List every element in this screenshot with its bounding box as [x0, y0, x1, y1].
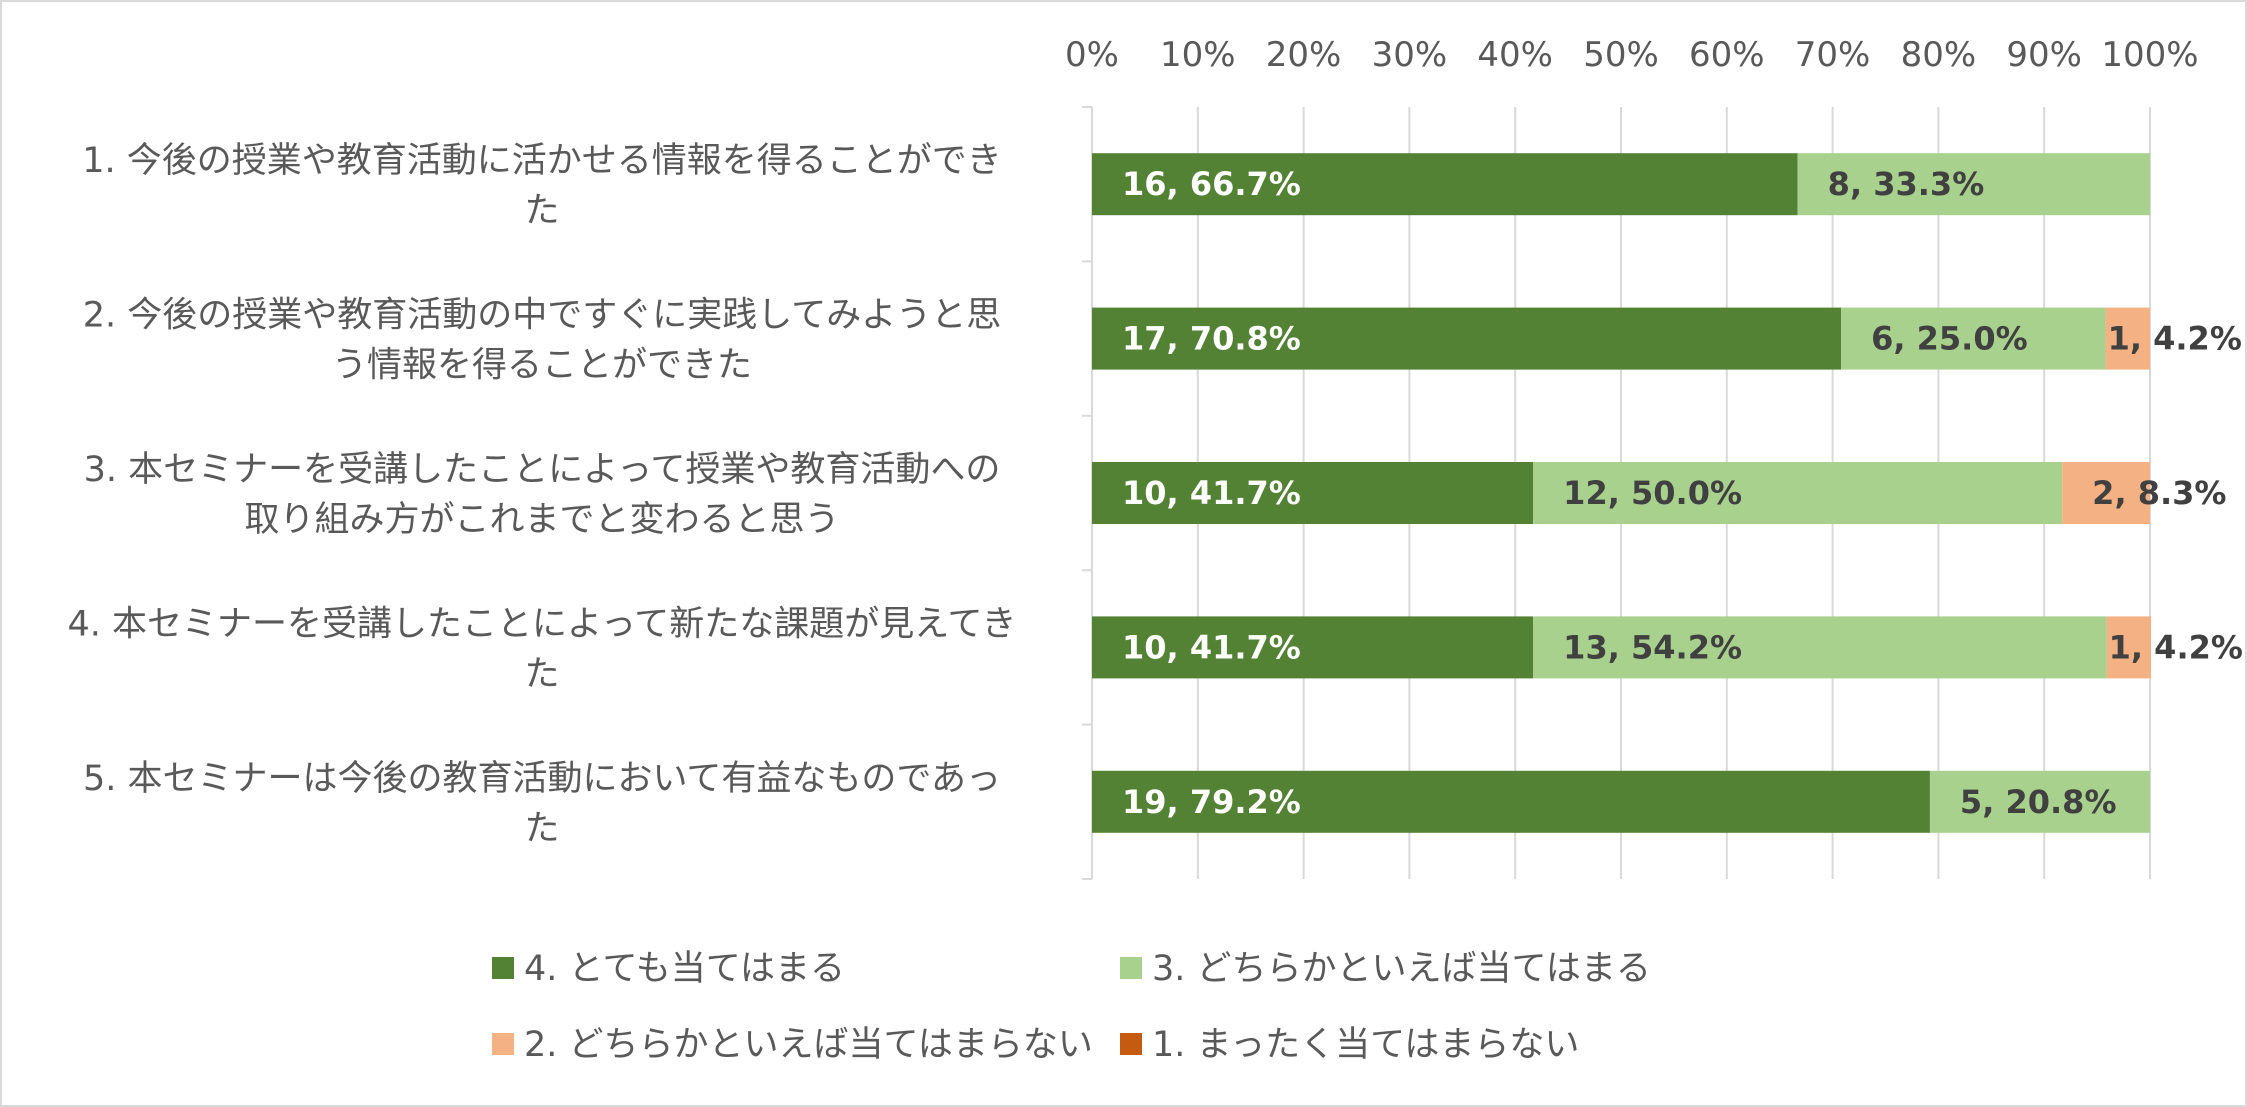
data-label: 10, 41.7%: [1122, 474, 1301, 512]
bar-segment: [1533, 462, 2063, 524]
legend-item: 3. どちらかといえば当てはまる: [1120, 949, 1651, 989]
bars: [1092, 153, 2152, 833]
bar-segment: [1092, 462, 1534, 524]
data-label: 2, 8.3%: [2092, 474, 2226, 512]
category-label: 5. 本セミナーは今後の教育活動において有益なものであった: [83, 759, 1001, 849]
x-tick-label: 60%: [1689, 35, 1765, 75]
data-label: 8, 33.3%: [1828, 165, 1985, 203]
x-tick-label: 50%: [1583, 35, 1659, 75]
data-label: 17, 70.8%: [1122, 320, 1301, 358]
x-tick-label: 10%: [1160, 35, 1236, 75]
legend-item: 1. まったく当てはまらない: [1120, 1025, 1579, 1065]
bar-segment: [1092, 770, 1930, 833]
data-label: 5, 20.8%: [1960, 783, 2117, 821]
legend-swatch: [1120, 957, 1142, 979]
data-labels: 16, 66.7% 8, 33.3% 17, 70.8% 6, 25.0% 1, 4.2…: [1122, 165, 2243, 821]
data-label: 13, 54.2%: [1563, 628, 1742, 666]
legend-label: 4. とても当てはまる: [524, 949, 845, 989]
bar-segment: [1092, 616, 1534, 679]
bar-segment: [1929, 770, 2150, 833]
bar-segment: [1092, 307, 1842, 370]
data-label: 12, 50.0%: [1563, 474, 1742, 512]
bar-segment: [1841, 307, 2106, 370]
legend-label: 3. どちらかといえば当てはまる: [1152, 949, 1651, 989]
bar-segment: [2105, 307, 2150, 370]
bar-segment: [1797, 153, 2150, 216]
x-tick-label: 40%: [1477, 35, 1553, 75]
x-tick-label: 20%: [1266, 35, 1342, 75]
x-tick-label: 80%: [1901, 35, 1977, 75]
category-label: 2. 今後の授業や教育活動の中ですぐに実践してみようと思う情報を得ることができた: [83, 296, 1001, 386]
data-label: 1, 4.2%: [2109, 628, 2243, 666]
data-label: 6, 25.0%: [1871, 320, 2028, 358]
x-tick-label: 0%: [1065, 35, 1119, 75]
legend-swatch: [492, 1033, 514, 1055]
category-label: 1. 今後の授業や教育活動に活かせる情報を得ることができた: [82, 141, 1002, 231]
x-tick-label: 70%: [1795, 35, 1871, 75]
bar-segment: [1092, 153, 1798, 216]
legend-swatch: [492, 957, 514, 979]
x-tick-label: 90%: [2006, 35, 2082, 75]
data-label: 16, 66.7%: [1122, 165, 1301, 203]
legend-swatch: [1120, 1033, 1142, 1055]
bar-segment: [2062, 462, 2150, 524]
x-axis-tick-labels: 0% 10% 20% 30% 40% 50% 60% 70% 80% 90% 100%: [1065, 35, 2199, 75]
data-label: 19, 79.2%: [1122, 783, 1301, 821]
category-label: 4. 本セミナーを受講したことによって新たな課題が見えてきた: [68, 604, 1017, 694]
legend-label: 1. まったく当てはまらない: [1152, 1025, 1579, 1065]
bar-segment: [1533, 616, 2107, 679]
category-labels: 1. 今後の授業や教育活動に活かせる情報を得ることができた 2. 今後の授業や教育…: [68, 141, 1017, 849]
data-label: 10, 41.7%: [1122, 628, 1301, 666]
legend-label: 2. どちらかといえば当てはまらない: [524, 1025, 1093, 1065]
legend: 4. とても当てはまる 3. どちらかといえば当てはまる 2. どちらかといえば当て…: [492, 949, 1651, 1065]
legend-item: 4. とても当てはまる: [492, 949, 845, 989]
legend-item: 2. どちらかといえば当てはまらない: [492, 1025, 1093, 1065]
category-label: 3. 本セミナーを受講したことによって授業や教育活動への取り組み方がこれまでと変…: [84, 450, 1001, 540]
bar-segment: [2106, 616, 2152, 679]
data-label: 1, 4.2%: [2108, 320, 2242, 358]
x-tick-label: 100%: [2101, 35, 2198, 75]
x-tick-label: 30%: [1372, 35, 1448, 75]
